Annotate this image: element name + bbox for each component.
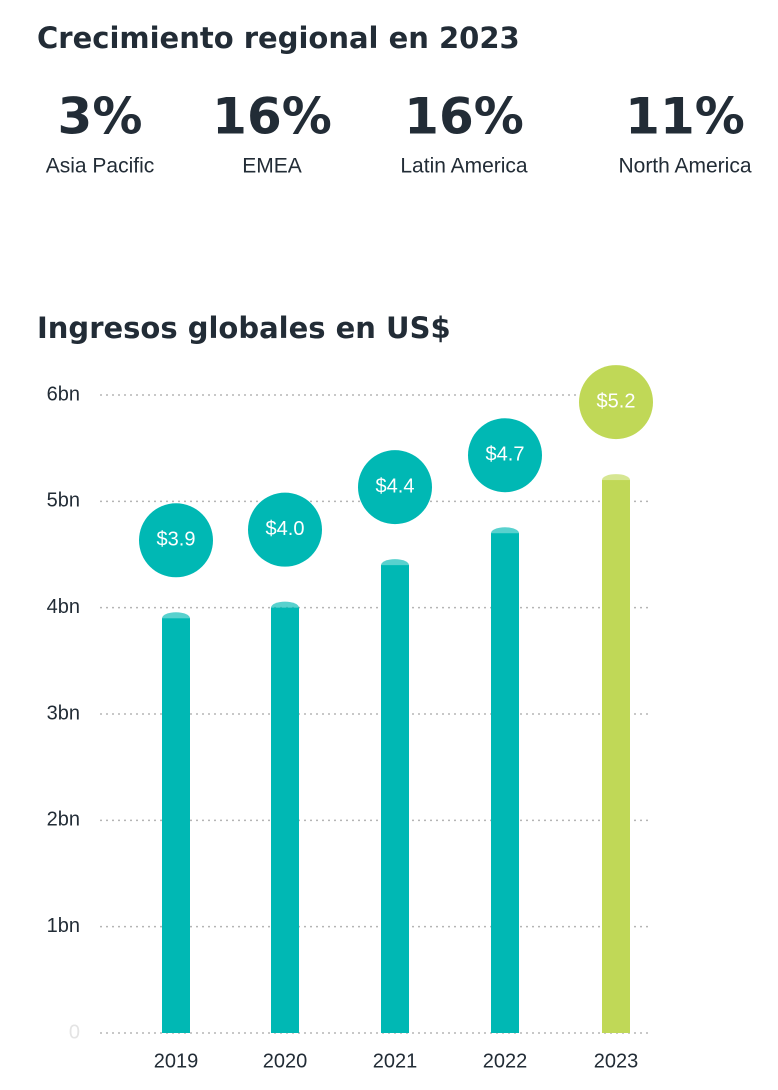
stat-value: 16%: [212, 88, 332, 146]
bar: [162, 618, 190, 1033]
x-tick-label: 2022: [483, 1050, 528, 1072]
y-tick-label: 6bn: [47, 383, 80, 405]
bar-cap: [162, 612, 190, 625]
x-tick-label: 2021: [373, 1050, 418, 1072]
stat-value: 3%: [58, 88, 143, 146]
value-bubble: [248, 492, 322, 567]
stat-label: Latin America: [400, 155, 528, 178]
bar-cap: [602, 474, 630, 487]
value-bubble: [358, 450, 432, 525]
bar: [271, 607, 299, 1033]
value-bubble: [468, 418, 542, 493]
y-tick-label: 2bn: [47, 809, 80, 831]
bar-cap: [271, 601, 299, 614]
x-tick-label: 2023: [594, 1050, 639, 1072]
chart-title: Ingresos globales en US$: [37, 311, 451, 345]
stat-label: North America: [618, 155, 751, 178]
stat-value: 11%: [625, 88, 745, 146]
x-tick-label: 2020: [263, 1050, 308, 1072]
bar-cap: [381, 559, 409, 572]
stat-label: EMEA: [242, 155, 302, 178]
bar: [381, 565, 409, 1033]
bar: [491, 533, 519, 1033]
stat-label: Asia Pacific: [46, 155, 155, 178]
y-tick-label: 0: [69, 1021, 80, 1043]
bar: [602, 480, 630, 1034]
x-tick-label: 2019: [154, 1050, 199, 1072]
value-label: $5.2: [597, 390, 636, 412]
section-title: Crecimiento regional en 2023: [37, 21, 520, 55]
value-label: $3.9: [157, 529, 196, 551]
value-bubble: [579, 365, 653, 440]
y-tick-label: 5bn: [47, 490, 80, 512]
y-tick-label: 3bn: [47, 702, 80, 724]
stat-value: 16%: [404, 88, 524, 146]
y-tick-label: 1bn: [47, 915, 80, 937]
value-label: $4.4: [376, 475, 415, 497]
value-label: $4.7: [486, 444, 525, 466]
bar-cap: [491, 527, 519, 540]
y-tick-label: 4bn: [47, 596, 80, 618]
value-label: $4.0: [266, 518, 305, 540]
value-bubble: [139, 503, 213, 578]
